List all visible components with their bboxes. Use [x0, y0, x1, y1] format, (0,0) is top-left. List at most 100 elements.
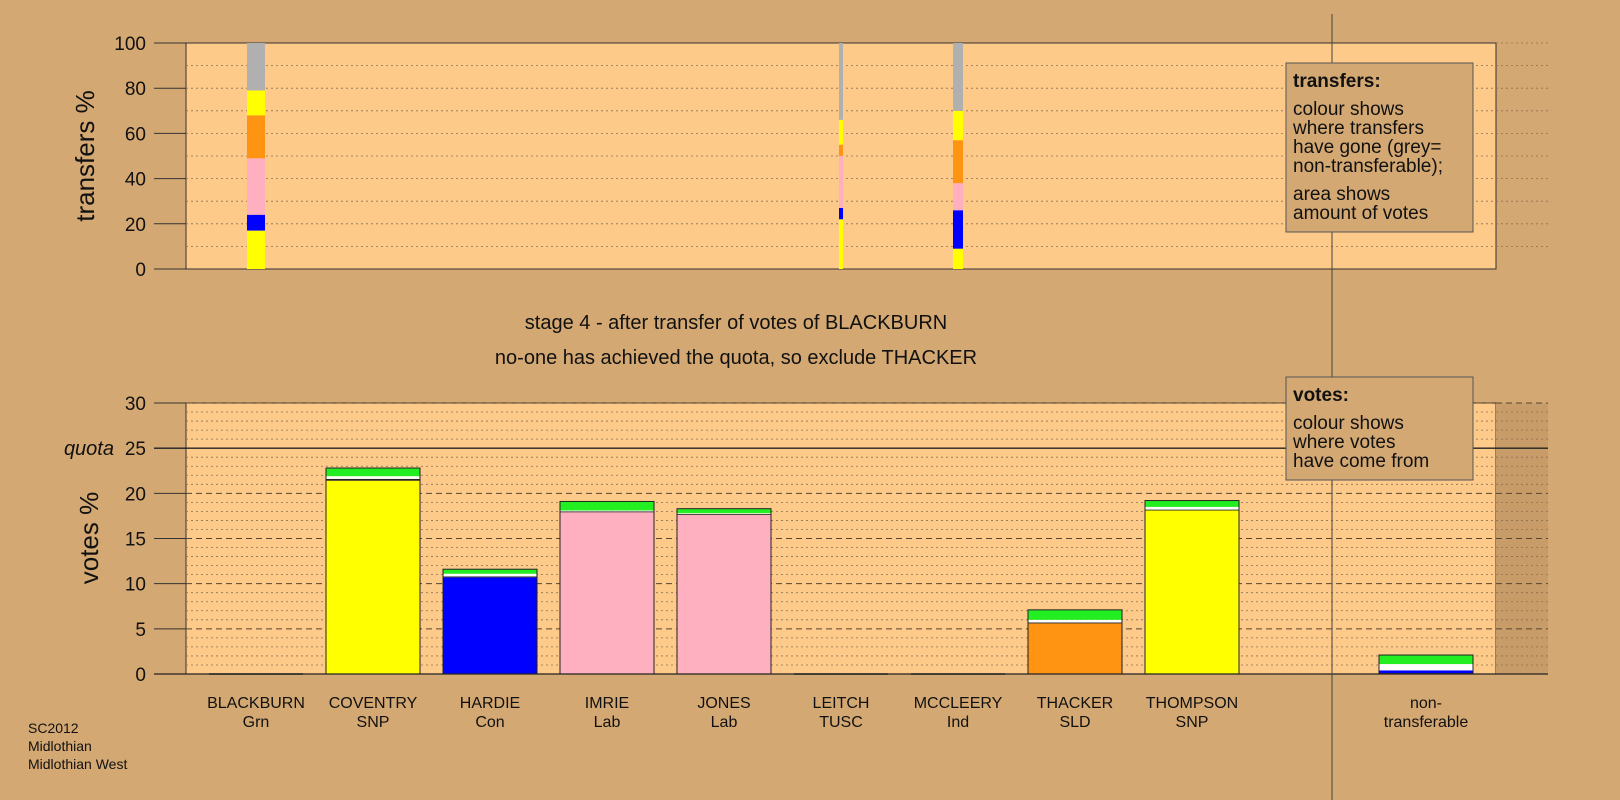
transfers-y-tick-label: 40	[125, 170, 146, 191]
legend-text: colour shows	[1293, 413, 1404, 434]
transfer-segment-blackburn	[247, 230, 265, 269]
candidate-name-label: THACKER	[1037, 695, 1113, 712]
transfer-segment-blackburn	[247, 214, 265, 231]
candidate-party-label: SNP	[1176, 714, 1209, 731]
vote-bar-non	[1378, 654, 1474, 675]
vote-segment	[326, 468, 420, 477]
vote-segment	[326, 478, 420, 481]
vote-segment	[443, 569, 537, 574]
vote-bar-thacker	[1027, 609, 1123, 675]
legend-text: amount of votes	[1293, 203, 1428, 224]
transfer-segment-blackburn	[247, 43, 265, 91]
transfer-segment-mccleery	[953, 183, 963, 211]
candidate-party-label: Lab	[711, 714, 738, 731]
transfer-segment-mccleery	[953, 140, 963, 184]
vote-bar-coventry	[325, 467, 421, 675]
transfer-segment-leitch	[839, 219, 843, 269]
vote-segment	[443, 573, 537, 577]
candidate-name-label: JONES	[697, 695, 750, 712]
transfer-segment-blackburn	[247, 90, 265, 116]
vote-bar-hardie	[442, 568, 538, 675]
legend-text: have gone (grey=	[1293, 137, 1441, 158]
candidate-name-label: HARDIE	[460, 695, 520, 712]
transfers-y-axis-label: transfers %	[70, 90, 100, 222]
candidate-party-label: Con	[475, 714, 504, 731]
candidate-name-label: BLACKBURN	[207, 695, 305, 712]
transfer-segment-mccleery	[953, 43, 963, 111]
vote-segment	[1028, 619, 1122, 623]
candidate-name-label: non-	[1410, 695, 1442, 712]
legend-text: area shows	[1293, 184, 1390, 205]
vote-segment	[677, 508, 771, 514]
vote-segment	[560, 511, 654, 513]
candidate-party-label: TUSC	[819, 714, 863, 731]
votes-y-axis-label: votes %	[74, 492, 104, 585]
vote-segment	[560, 501, 654, 511]
footer-line: Midlothian West	[28, 756, 127, 772]
legend-box	[1285, 62, 1474, 233]
legend-box	[1285, 376, 1474, 481]
transfer-segment-mccleery	[953, 210, 963, 249]
vote-segment	[1379, 664, 1473, 671]
legend-title: votes:	[1293, 385, 1349, 406]
candidate-name-label: IMRIE	[585, 695, 629, 712]
vote-segment	[1028, 609, 1122, 620]
candidate-party-label: SLD	[1059, 714, 1090, 731]
candidate-party-label: transferable	[1384, 714, 1469, 731]
transfer-segment-blackburn	[247, 115, 265, 159]
vote-segment	[1145, 509, 1239, 511]
transfer-segment-leitch	[839, 144, 843, 156]
candidate-party-label: Grn	[243, 714, 270, 731]
candidate-party-label: SNP	[357, 714, 390, 731]
quota-label: quota	[64, 438, 114, 460]
transfers-y-tick-label: 100	[114, 34, 146, 55]
vote-segment	[1145, 506, 1239, 510]
vote-segment	[1379, 670, 1473, 674]
votes-y-tick-label: 20	[125, 484, 146, 505]
transfer-segment-leitch	[839, 207, 843, 220]
transfer-segment-mccleery	[953, 248, 963, 269]
transfer-segment-blackburn	[247, 158, 265, 215]
legend-text: where transfers	[1292, 118, 1424, 139]
vote-segment	[560, 510, 654, 512]
votes-y-tick-label: 0	[135, 665, 146, 686]
votes-y-tick-label: 15	[125, 530, 146, 551]
vote-segment	[443, 576, 537, 578]
footer-line: SC2012	[28, 720, 79, 736]
legend-title: transfers:	[1293, 71, 1381, 92]
vote-bar-thompson	[1144, 500, 1240, 675]
vote-segment	[1028, 623, 1122, 674]
vote-segment	[443, 577, 537, 674]
vote-segment	[326, 476, 420, 479]
legend-text: non-transferable);	[1293, 156, 1443, 177]
transfer-segment-leitch	[839, 43, 843, 120]
footer-line: Midlothian	[28, 738, 92, 754]
vote-bar-jones	[676, 508, 772, 675]
vote-segment	[677, 515, 771, 674]
transfer-segment-leitch	[839, 156, 843, 208]
votes-y-tick-label: 10	[125, 575, 146, 596]
candidate-name-label: COVENTRY	[329, 695, 418, 712]
transfers-y-tick-label: 0	[135, 260, 146, 281]
candidate-party-label: Lab	[594, 714, 621, 731]
vote-bar-imrie	[559, 500, 655, 675]
stage-title: stage 4 - after transfer of votes of BLA…	[525, 312, 947, 334]
vote-segment	[677, 514, 771, 516]
legend-text: have come from	[1293, 451, 1429, 472]
vote-segment	[677, 513, 771, 515]
legend-text: colour shows	[1293, 99, 1404, 120]
transfer-segment-mccleery	[953, 110, 963, 141]
vote-segment	[326, 480, 420, 674]
candidate-party-label: Ind	[947, 714, 969, 731]
transfers-y-tick-label: 60	[125, 124, 146, 145]
transfers-y-tick-label: 20	[125, 215, 146, 236]
vote-segment	[1028, 622, 1122, 624]
votes-y-tick-label: 5	[135, 620, 146, 641]
vote-segment	[1145, 510, 1239, 674]
votes-y-tick-label: 25	[125, 439, 146, 460]
transfer-segment-leitch	[839, 119, 843, 145]
candidate-name-label: MCCLEERY	[914, 695, 1003, 712]
